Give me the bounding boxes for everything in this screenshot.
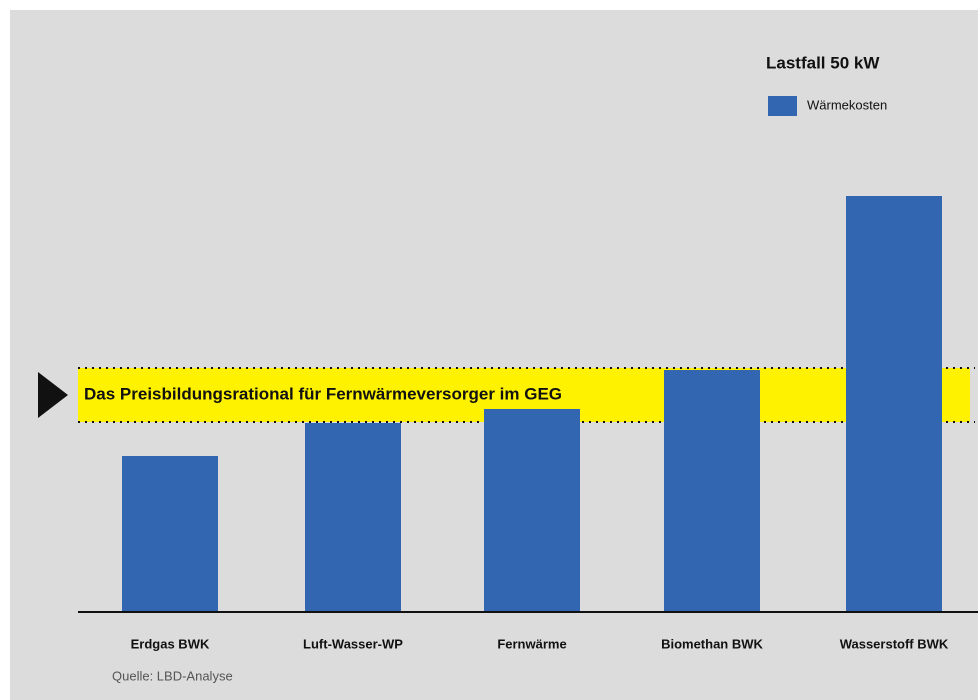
bar (664, 370, 760, 612)
bar (846, 196, 942, 612)
bar (122, 456, 218, 612)
legend-swatch (768, 96, 797, 116)
bar (484, 409, 580, 612)
x-tick-label: Wasserstoff BWK (840, 636, 949, 651)
source-note: Quelle: LBD-Analyse (112, 668, 233, 683)
band-label: Das Preisbildungsrational für Fernwärmev… (84, 384, 562, 403)
x-tick-label: Fernwärme (497, 636, 566, 651)
x-tick-label: Biomethan BWK (661, 636, 763, 651)
chart-title: Lastfall 50 kW (766, 53, 880, 72)
x-tick-label: Erdgas BWK (131, 636, 210, 651)
legend-label: Wärmekosten (807, 97, 887, 112)
x-tick-label: Luft-Wasser-WP (303, 636, 403, 651)
bar (305, 423, 401, 612)
band-arrow (38, 372, 68, 418)
